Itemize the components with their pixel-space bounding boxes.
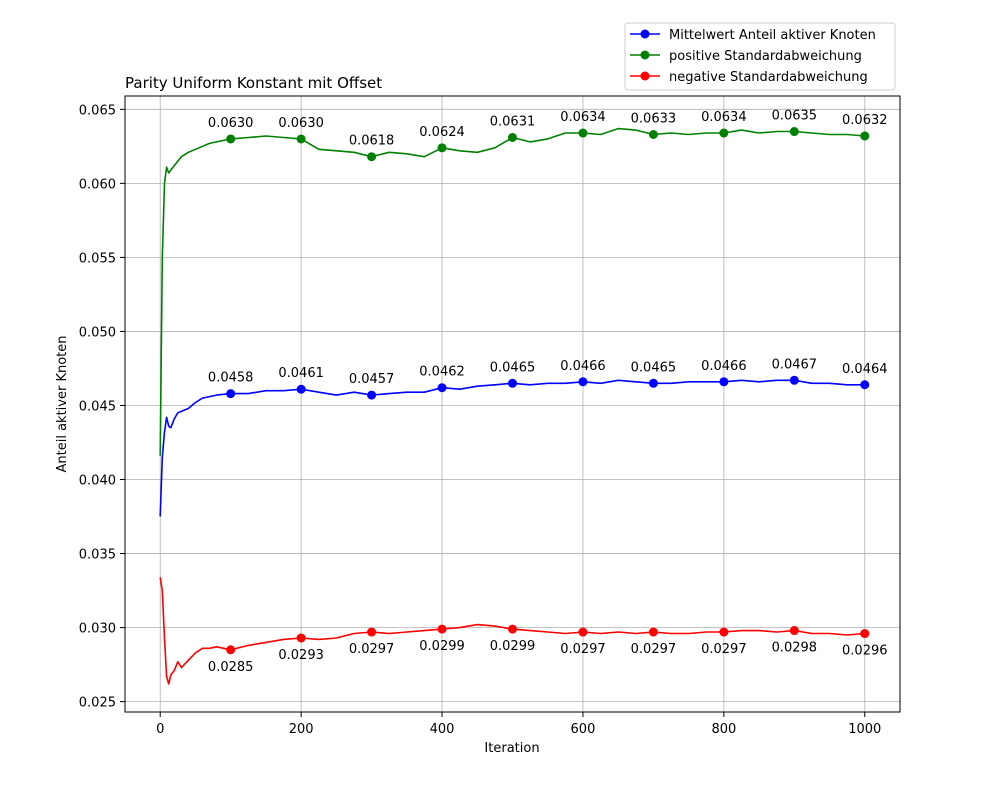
legend: Mittelwert Anteil aktiver Knoten positive…	[624, 22, 896, 91]
data-point	[296, 633, 306, 643]
y-axis-label: Anteil aktiver Knoten	[55, 335, 70, 472]
data-point	[719, 128, 729, 138]
data-point	[578, 128, 588, 138]
legend-box	[624, 22, 896, 91]
data-point	[367, 152, 377, 162]
data-point	[437, 624, 447, 634]
y-axis-ticks: 0.025 0.030 0.035 0.040 0.045 0.050 0.055 0.060…	[79, 103, 125, 711]
data-point	[296, 384, 306, 394]
data-label: 0.0285	[208, 660, 254, 675]
data-label: 0.0296	[842, 644, 888, 659]
data-label: 0.0457	[349, 372, 395, 387]
y-tick-label: 0.025	[79, 696, 116, 711]
x-axis-label: Iteration	[484, 741, 539, 756]
data-label: 0.0299	[419, 639, 465, 654]
x-tick-label: 400	[430, 722, 455, 737]
data-label: 0.0465	[631, 360, 677, 375]
data-point	[367, 627, 377, 637]
data-label: 0.0630	[208, 116, 254, 131]
data-point	[437, 383, 447, 393]
x-axis-ticks: 0 200 400 600 800 1000	[156, 712, 881, 737]
data-label: 0.0299	[490, 639, 536, 654]
x-tick-label: 200	[289, 722, 314, 737]
y-tick-label: 0.065	[79, 103, 116, 118]
data-label: 0.0466	[560, 359, 606, 374]
data-label: 0.0297	[349, 642, 395, 657]
y-tick-label: 0.050	[79, 325, 116, 340]
data-label: 0.0630	[278, 116, 324, 131]
series-line-2	[159, 577, 865, 685]
data-label: 0.0293	[278, 648, 324, 663]
data-label: 0.0462	[419, 365, 465, 380]
data-label: 0.0631	[490, 114, 536, 129]
data-point	[860, 131, 870, 141]
data-label: 0.0467	[772, 357, 818, 372]
chart-title: Parity Uniform Konstant mit Offset	[125, 74, 382, 92]
legend-marker	[640, 29, 650, 39]
data-label: 0.0632	[842, 113, 888, 128]
legend-label: Mittelwert Anteil aktiver Knoten	[669, 28, 876, 43]
data-point	[508, 132, 517, 142]
data-point	[789, 626, 799, 636]
legend-label: negative Standardabweichung	[669, 70, 868, 85]
data-point	[226, 134, 236, 144]
data-point	[648, 130, 658, 139]
data-label: 0.0297	[560, 642, 606, 657]
data-point	[789, 127, 799, 137]
plot-frame	[124, 95, 901, 713]
data-label: 0.0464	[842, 362, 888, 377]
data-point	[226, 645, 236, 655]
data-label: 0.0461	[278, 366, 324, 381]
x-tick-label: 1000	[848, 722, 881, 737]
legend-marker	[640, 50, 650, 60]
data-labels: 0.0458 0.0461 0.0457 0.0462 0.0465 0.0466 0.04…	[208, 109, 888, 675]
series-line-1	[159, 127, 865, 456]
x-tick-label: 0	[156, 722, 164, 737]
data-point	[578, 627, 588, 637]
data-point	[437, 143, 447, 153]
legend-marker	[640, 71, 650, 81]
data-point	[226, 389, 236, 399]
data-point	[719, 377, 729, 387]
x-tick-label: 800	[711, 722, 736, 737]
data-label: 0.0458	[208, 371, 254, 386]
data-point	[296, 134, 306, 144]
y-tick-label: 0.060	[79, 177, 116, 192]
data-point	[719, 627, 729, 637]
y-tick-label: 0.045	[79, 399, 116, 414]
data-label: 0.0297	[701, 642, 747, 657]
data-label: 0.0466	[701, 359, 747, 374]
data-point	[860, 380, 870, 390]
legend-label: positive Standardabweichung	[669, 49, 862, 64]
y-tick-label: 0.040	[79, 474, 116, 489]
data-point	[508, 378, 517, 388]
data-point	[578, 377, 588, 387]
data-label: 0.0298	[772, 641, 818, 656]
y-tick-label: 0.030	[79, 622, 116, 637]
data-point	[789, 375, 799, 385]
data-point	[860, 629, 870, 639]
x-tick-label: 600	[571, 722, 596, 737]
grid-lines	[125, 96, 900, 712]
y-tick-label: 0.055	[79, 251, 116, 266]
data-point	[367, 390, 377, 400]
data-label: 0.0634	[560, 110, 606, 125]
data-label: 0.0633	[631, 112, 677, 127]
data-label: 0.0297	[631, 642, 677, 657]
data-label: 0.0618	[349, 134, 395, 149]
data-label: 0.0635	[772, 109, 818, 124]
data-point	[648, 627, 658, 637]
data-label: 0.0465	[490, 360, 536, 375]
data-point	[648, 378, 658, 388]
series-line-0	[159, 379, 865, 517]
data-label: 0.0634	[701, 110, 747, 125]
data-label: 0.0624	[419, 125, 465, 140]
data-point	[508, 624, 517, 634]
series-layer	[159, 127, 870, 685]
y-tick-label: 0.035	[79, 548, 116, 563]
